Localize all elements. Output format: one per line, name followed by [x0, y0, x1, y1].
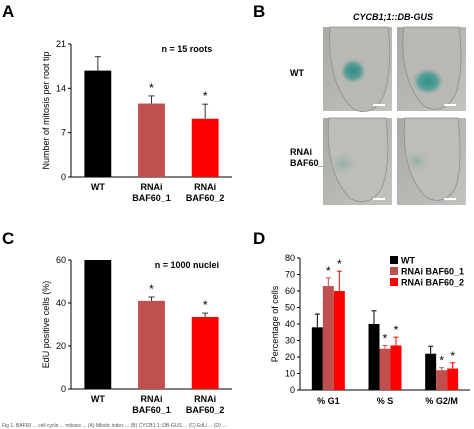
chart-d-legend-label-0: WT: [401, 256, 415, 266]
panel-b-microscopy: CYCB1;1::DB-GUS WT RNAi BAF60_2: [290, 12, 466, 205]
chart-c-ytick-label: 20: [56, 341, 66, 351]
micrograph-rnai-1: [323, 117, 392, 205]
chart-a-ytick-label: 0: [61, 172, 66, 182]
chart-c-xtick-label-1: RNAi BAF60_1: [132, 394, 171, 415]
chart-c-bar-1: [138, 300, 165, 389]
chart-d-ytick-label: 10: [285, 369, 295, 379]
chart-panel-c: 0 20 40 60 EdU positive cells (%) WT * RNAi BAF6…: [41, 255, 232, 415]
chart-d-significance-2-1: *: [439, 354, 444, 368]
chart-a-bar-0: [84, 70, 112, 177]
panel-label-d: D: [253, 229, 265, 248]
chart-d-bar-2-0: [425, 353, 437, 390]
chart-d-bar-1-0: [368, 324, 380, 390]
chart-a-significance-2: *: [203, 89, 208, 103]
chart-d-bar-0-0: [311, 327, 323, 390]
chart-d-ytick-label: 60: [285, 286, 295, 296]
chart-d-legend-swatch-2: [390, 278, 398, 286]
chart-a-ytick-label: 14: [56, 83, 66, 93]
figure-caption: Fig 1. BAF60 ... cell cycle ... mitosis …: [2, 423, 226, 429]
chart-c-xtick-label-2: RNAi BAF60_2: [186, 394, 225, 415]
chart-d-ylabel: Percentage of cells: [270, 285, 280, 362]
chart-a-ytick-label: 7: [61, 128, 66, 138]
chart-a-xtick-label-0: WT: [91, 182, 105, 192]
chart-d-ytick-label: 30: [285, 336, 295, 346]
chart-panel-d: 0 10 20 30 40 50 60 70 80 Percentage of cells * * % …: [270, 253, 470, 406]
chart-d-bar-2-2: [447, 368, 459, 390]
panel-label-a: A: [2, 2, 14, 21]
panel-label-b: B: [253, 2, 265, 21]
chart-d-bar-0-1: [322, 286, 334, 390]
chart-d-ytick-label: 70: [285, 270, 295, 280]
chart-d-significance-0-1: *: [326, 264, 331, 278]
chart-d-xtick-label-2: % G2/M: [425, 396, 458, 406]
chart-a-xtick-label-1: RNAi BAF60_1: [132, 182, 171, 203]
chart-a-significance-1: *: [149, 81, 154, 95]
chart-d-ytick-label: 0: [290, 385, 295, 395]
chart-a-ylabel: Number of mitosis per root tip: [41, 51, 51, 169]
panel-b-title: CYCB1;1::DB-GUS: [353, 12, 433, 22]
micrograph-wt-1: [323, 26, 392, 112]
chart-d-bar-0-2: [333, 291, 345, 390]
chart-c-bar-2: [191, 316, 219, 389]
panel-label-c: C: [2, 229, 14, 248]
chart-c-ylabel: EdU positive cells (%): [41, 281, 51, 369]
chart-d-legend-label-2: RNAi BAF60_2: [401, 278, 464, 288]
chart-d-xtick-label-0: % G1: [317, 396, 340, 406]
chart-d-legend-label-1: RNAi BAF60_1: [401, 267, 464, 277]
chart-d-significance-0-2: *: [337, 257, 342, 271]
chart-a-annotation: n = 15 roots: [162, 44, 213, 54]
chart-c-xtick-label-0: WT: [91, 394, 105, 404]
panel-b-row-label-wt: WT: [290, 68, 304, 78]
chart-a-xtick-label-2: RNAi BAF60_2: [186, 182, 225, 203]
chart-a-bar-1: [138, 103, 165, 177]
chart-d-ytick-label: 20: [285, 352, 295, 362]
chart-d-significance-1-2: *: [394, 323, 399, 337]
chart-d-ytick-label: 40: [285, 319, 295, 329]
chart-d-xtick-label-1: % S: [377, 396, 394, 406]
chart-c-significance-2: *: [203, 298, 208, 312]
chart-c-ytick-label: 60: [56, 255, 66, 265]
chart-d-ytick-label: 50: [285, 303, 295, 313]
chart-d-legend-swatch-1: [390, 267, 398, 275]
chart-a-bar-2: [191, 118, 219, 177]
chart-c-significance-1: *: [149, 282, 154, 296]
chart-panel-a: 0 7 14 21 Number of mitosis per root tip WT * R…: [41, 39, 232, 203]
chart-c-ytick-label: 0: [61, 384, 66, 394]
micrograph-wt-2: [397, 26, 466, 111]
chart-a-ytick-label: 21: [56, 39, 66, 49]
chart-d-significance-2-2: *: [450, 349, 455, 363]
chart-d-significance-1-1: *: [383, 331, 388, 345]
chart-d-ytick-label: 80: [285, 253, 295, 263]
chart-d-bar-1-2: [390, 345, 402, 390]
chart-c-annotation: n = 1000 nuclei: [155, 260, 219, 270]
chart-d-bar-2-1: [436, 370, 448, 390]
chart-c-ytick-label: 40: [56, 298, 66, 308]
chart-d-bar-1-1: [379, 348, 391, 390]
chart-d-legend-swatch-0: [390, 256, 398, 264]
micrograph-rnai-2: [397, 117, 466, 205]
panel-b-row-label-rnai: RNAi BAF60_2: [290, 147, 329, 168]
chart-c-bar-0: [84, 260, 112, 389]
